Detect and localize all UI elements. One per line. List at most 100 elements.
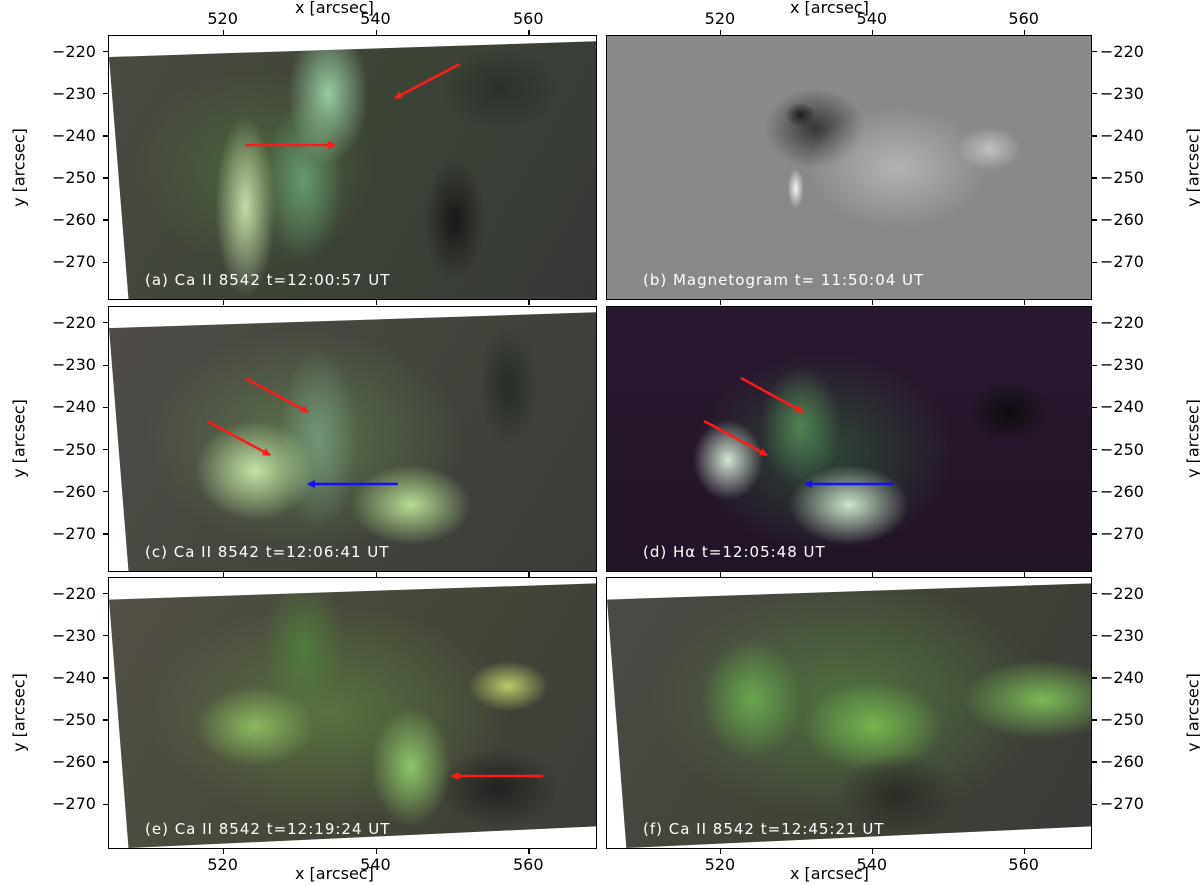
x-axis-label-top-left: x [arcsec]: [295, 0, 374, 17]
y-tick: [1092, 719, 1097, 721]
y-tick: [103, 761, 108, 763]
panel-c-label: (c) Ca II 8542 t=12:06:41 UT: [145, 543, 390, 561]
x-axis-label-top-right: x [arcsec]: [790, 0, 869, 17]
y-tick: [103, 51, 108, 53]
panel-f-ca-ii-8542: (f) Ca II 8542 t=12:45:21 UT: [606, 577, 1092, 849]
y-tick-label: −230: [1100, 83, 1144, 103]
y-tick-label: −260: [1100, 481, 1144, 501]
y-tick-label: −260: [52, 210, 96, 230]
x-tick: [720, 300, 722, 305]
y-tick: [103, 491, 108, 493]
y-tick-label: −270: [52, 252, 96, 272]
x-tick: [871, 849, 874, 854]
y-tick-label: −230: [1100, 355, 1144, 375]
y-tick: [1092, 761, 1097, 763]
x-tick: [375, 849, 377, 854]
x-tick-label: 560: [1008, 855, 1039, 874]
y-tick-label: −250: [1100, 168, 1144, 188]
y-tick: [103, 677, 108, 679]
x-tick-label: 560: [512, 9, 544, 28]
y-tick-label: −250: [1100, 439, 1144, 459]
y-tick: [103, 593, 108, 595]
x-tick: [222, 30, 224, 35]
x-tick: [871, 30, 874, 35]
y-tick-label: −240: [1100, 667, 1144, 687]
y-tick: [1092, 803, 1097, 805]
x-axis-label-bottom-right: x [arcsec]: [790, 864, 869, 883]
x-tick: [222, 300, 224, 305]
y-axis-label: y [arcsec]: [9, 673, 29, 752]
x-tick: [1023, 849, 1025, 854]
y-tick-label: −270: [1100, 524, 1144, 543]
y-tick: [103, 719, 108, 721]
y-tick-label: −230: [52, 355, 96, 375]
x-tick: [375, 30, 377, 35]
y-tick-label: −230: [52, 625, 96, 645]
x-tick-label: 540: [360, 855, 391, 874]
y-axis-label: y [arcsec]: [9, 127, 29, 207]
x-tick-label: 540: [856, 855, 888, 874]
panel-c-image: [109, 312, 596, 571]
y-axis-label: y [arcsec]: [1183, 673, 1200, 752]
y-tick: [1092, 677, 1097, 679]
panel-f-label: (f) Ca II 8542 t=12:45:21 UT: [643, 820, 885, 838]
x-tick: [222, 572, 224, 577]
y-tick: [103, 635, 108, 637]
y-axis-label: y [arcsec]: [1183, 399, 1200, 478]
x-tick: [1023, 300, 1025, 305]
y-tick: [103, 177, 108, 179]
y-tick-label: −270: [1100, 794, 1144, 814]
y-tick: [103, 219, 108, 221]
y-tick-label: −220: [1100, 583, 1144, 603]
y-axis-label: y [arcsec]: [1183, 127, 1200, 207]
y-tick-label: −260: [1100, 210, 1144, 230]
panel-a-label: (a) Ca II 8542 t=12:00:57 UT: [145, 271, 391, 289]
y-tick: [1092, 533, 1097, 535]
panel-b-magnetogram: (b) Magnetogram t= 11:50:04 UT: [606, 35, 1092, 300]
y-tick-label: −260: [52, 752, 96, 772]
y-tick: [103, 135, 108, 137]
x-tick-label: 520: [207, 855, 238, 874]
y-tick: [1092, 219, 1097, 221]
y-tick-label: −220: [52, 583, 96, 603]
y-tick-label: −250: [52, 710, 96, 730]
panel-e-image: [109, 583, 596, 848]
y-tick: [1092, 261, 1097, 263]
y-tick: [1092, 51, 1097, 53]
x-tick: [1023, 572, 1025, 577]
panel-a-image: [109, 41, 596, 299]
y-tick-label: −260: [52, 481, 96, 501]
y-tick-label: −250: [52, 168, 96, 188]
y-tick-label: −230: [52, 83, 96, 103]
panel-a-ca-ii-8542: (a) Ca II 8542 t=12:00:57 UT: [108, 35, 597, 300]
y-tick: [1092, 322, 1097, 324]
y-tick-label: −220: [52, 312, 96, 332]
x-tick: [528, 30, 530, 35]
x-tick: [528, 572, 530, 577]
y-tick-label: −240: [52, 667, 96, 687]
y-tick: [1092, 593, 1097, 595]
x-tick: [528, 849, 530, 854]
y-tick-label: −250: [52, 439, 96, 459]
y-tick: [1092, 135, 1097, 137]
panel-e-ca-ii-8542: (e) Ca II 8542 t=12:19:24 UT: [108, 577, 597, 849]
y-tick: [1092, 406, 1097, 408]
panel-d-h-alpha: (d) Hα t=12:05:48 UT: [606, 306, 1092, 572]
panel-f-image: [607, 583, 1091, 848]
y-tick-label: −240: [52, 397, 96, 417]
y-tick: [103, 448, 108, 451]
y-tick-label: −220: [52, 41, 96, 61]
y-tick: [1092, 635, 1097, 637]
y-tick: [1092, 364, 1097, 366]
x-tick: [720, 849, 722, 854]
y-tick-label: −220: [1100, 41, 1144, 61]
x-tick-label: 520: [704, 855, 736, 874]
panel-d-label: (d) Hα t=12:05:48 UT: [643, 543, 826, 561]
panel-b-image: [607, 36, 1091, 299]
x-tick: [1023, 30, 1025, 35]
y-tick: [1092, 93, 1097, 95]
y-tick-label: −250: [1100, 710, 1144, 730]
x-axis-label-bottom-left: x [arcsec]: [295, 864, 374, 883]
x-tick: [871, 300, 874, 305]
y-tick-label: −260: [1100, 752, 1144, 772]
